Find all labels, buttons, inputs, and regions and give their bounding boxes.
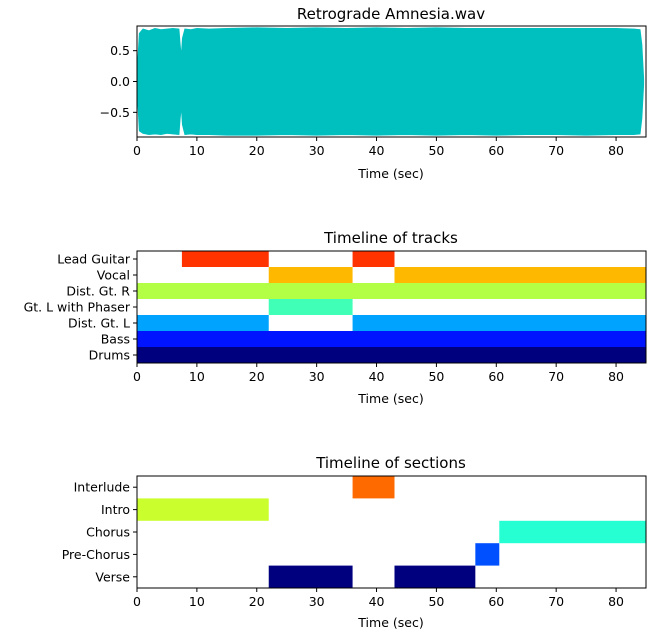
sections-x-tick-label: 50 [428, 594, 444, 609]
tracks-segment [268, 267, 353, 283]
sections-segment [137, 498, 269, 521]
sections-y-axis: Interlude Intro Chorus Pre-Chorus Verse [62, 480, 137, 584]
sections-segment [394, 565, 476, 588]
waveform-y-tick-label: −0.5 [100, 105, 130, 120]
sections-x-tick-label: 70 [548, 594, 564, 609]
waveform-y-tick-label: 0.5 [110, 43, 130, 58]
tracks-segment [137, 283, 646, 299]
sections-title: Timeline of sections [315, 454, 466, 472]
sections-segment [352, 476, 395, 499]
sections-x-axis: 0 10 20 30 40 50 60 70 80 [133, 588, 624, 609]
tracks-segment [352, 315, 646, 331]
tracks-row-label: Dist. Gt. R [66, 284, 130, 299]
sections-panel: Timeline of sections 0 10 20 30 40 50 60 70 80 I… [62, 454, 647, 630]
waveform-x-axis-label: Time (sec) [357, 166, 423, 181]
sections-x-tick-label: 10 [189, 594, 205, 609]
sections-x-tick-label: 20 [249, 594, 265, 609]
waveform-title: Retrograde Amnesia.wav [297, 5, 485, 23]
sections-row-label: Intro [101, 502, 130, 517]
waveform-x-axis: 0 10 20 30 40 50 60 70 80 [133, 137, 624, 158]
tracks-segment [137, 315, 269, 331]
tracks-x-tick-label: 80 [608, 369, 624, 384]
sections-row-label: Verse [95, 569, 130, 584]
tracks-segment [137, 331, 646, 347]
waveform-x-tick-label: 40 [369, 143, 385, 158]
waveform-x-tick-label: 0 [133, 143, 141, 158]
sections-row-label: Interlude [74, 480, 131, 495]
sections-x-tick-label: 40 [369, 594, 385, 609]
waveform-y-axis: 0.5 0.0 −0.5 [100, 43, 137, 120]
tracks-segment [268, 299, 353, 315]
tracks-segment [181, 251, 269, 267]
sections-x-tick-label: 60 [488, 594, 504, 609]
sections-x-tick-label: 30 [309, 594, 325, 609]
waveform-x-tick-label: 20 [249, 143, 265, 158]
waveform-panel: Retrograde Amnesia.wav 0 10 20 30 40 50 60 70 80… [100, 5, 647, 181]
tracks-row-label: Lead Guitar [57, 252, 131, 267]
tracks-x-axis: 0 10 20 30 40 50 60 70 80 [133, 363, 624, 384]
tracks-x-tick-label: 40 [369, 369, 385, 384]
tracks-segment [137, 347, 646, 363]
tracks-row-label: Drums [89, 348, 130, 363]
tracks-row-label: Dist. Gt. L [68, 316, 130, 331]
tracks-title: Timeline of tracks [323, 229, 458, 247]
tracks-x-tick-label: 30 [309, 369, 325, 384]
waveform-x-tick-label: 60 [488, 143, 504, 158]
waveform-x-tick-label: 10 [189, 143, 205, 158]
sections-segments [137, 476, 646, 588]
tracks-x-axis-label: Time (sec) [357, 391, 423, 406]
tracks-x-tick-label: 10 [189, 369, 205, 384]
sections-row-label: Chorus [86, 525, 130, 540]
tracks-x-tick-label: 50 [428, 369, 444, 384]
waveform-x-tick-label: 80 [608, 143, 624, 158]
waveform-envelope [136, 27, 645, 136]
sections-row-label: Pre-Chorus [62, 547, 130, 562]
tracks-segment [352, 251, 395, 267]
tracks-x-tick-label: 70 [548, 369, 564, 384]
sections-segment [499, 520, 646, 544]
sections-x-tick-label: 80 [608, 594, 624, 609]
waveform-x-tick-label: 70 [548, 143, 564, 158]
sections-x-tick-label: 0 [133, 594, 141, 609]
tracks-x-tick-label: 0 [133, 369, 141, 384]
tracks-panel: Timeline of tracks 0 10 20 30 40 50 60 70 80 Lea… [24, 229, 647, 406]
waveform-x-tick-label: 30 [309, 143, 325, 158]
sections-x-axis-label: Time (sec) [357, 615, 423, 630]
waveform-x-tick-label: 50 [428, 143, 444, 158]
tracks-x-tick-label: 60 [488, 369, 504, 384]
tracks-row-label: Vocal [97, 268, 130, 283]
sections-segment [475, 543, 500, 566]
waveform-y-tick-label: 0.0 [110, 74, 130, 89]
tracks-segment [394, 267, 646, 283]
waveform-series [136, 27, 645, 136]
sections-segment [268, 565, 353, 588]
tracks-row-label: Gt. L with Phaser [24, 300, 131, 315]
tracks-x-tick-label: 20 [249, 369, 265, 384]
tracks-segments [137, 251, 646, 363]
tracks-row-label: Bass [101, 332, 130, 347]
